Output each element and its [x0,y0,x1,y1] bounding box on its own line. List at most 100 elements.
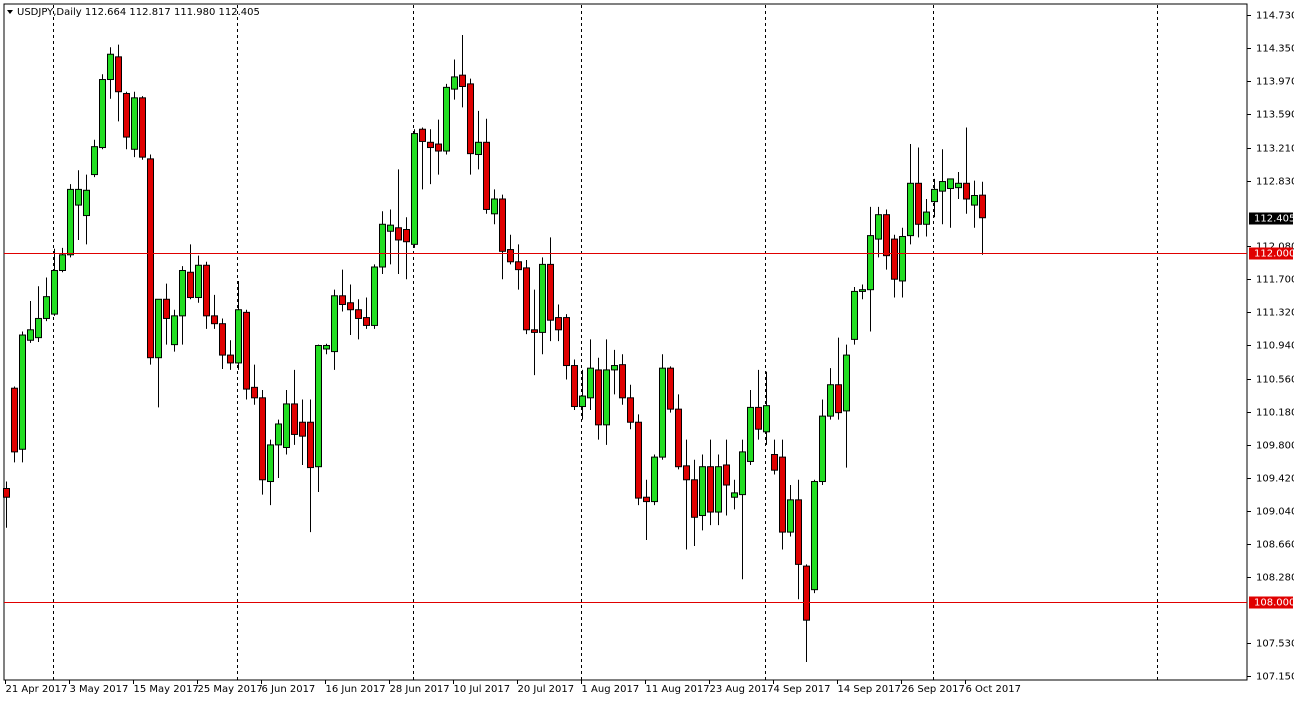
candle-body [211,315,218,325]
candle-body [147,158,154,359]
candle-body [867,235,874,291]
candle-body [859,289,866,292]
candle-body [299,421,306,437]
candle-body [11,387,18,453]
candle-body [203,264,210,317]
candle-body [875,214,882,240]
candle-body [507,249,514,263]
candle-body [323,344,330,350]
candle-body [83,189,90,217]
candle-body [443,86,450,152]
candle-body [515,261,522,271]
candle-body [291,403,298,435]
candle-body [763,405,770,433]
candle-body [587,367,594,399]
candle-body [419,128,426,142]
candle-body [771,453,778,471]
candle-body [363,317,370,326]
candle-body [115,56,122,93]
candle-body [923,211,930,225]
x-tick-label: 4 Sep 2017 [774,684,831,695]
y-tick-label: 109.420 [1256,474,1294,485]
candle-body [659,367,666,458]
candle-body [523,267,530,331]
chart-title: USDJPY,Daily 112.664 112.817 111.980 112… [17,7,260,18]
candle-body [219,323,226,356]
candle-body [963,182,970,200]
candle-body [163,298,170,319]
x-tick-label: 15 May 2017 [134,684,199,695]
candle-body [331,295,338,353]
candle-body [347,302,354,311]
candle-body [691,479,698,518]
candle-body [787,499,794,533]
candle-body [843,354,850,412]
y-tick-label: 107.150 [1256,672,1294,683]
candle-body [675,408,682,468]
x-tick-label: 21 Apr 2017 [6,684,68,695]
candle-body [491,198,498,215]
candle-body [107,53,114,81]
y-tick-label: 110.180 [1256,408,1294,419]
candle-body [547,263,554,321]
y-tick-label: 111.320 [1256,308,1294,319]
candle-body [155,298,162,359]
candle-body [571,365,578,408]
candle-body [603,369,610,426]
y-tick-label: 109.800 [1256,441,1294,452]
x-tick-label: 26 Sep 2017 [902,684,965,695]
candle-body [43,296,50,319]
candle-body [627,397,634,423]
candle-body [555,317,562,331]
y-tick-label: 112.830 [1256,177,1294,188]
candle-body [499,198,506,252]
y-tick-label: 113.970 [1256,77,1294,88]
candle-body [123,92,130,138]
candle-body [475,141,482,156]
candle-body [267,444,274,483]
candle-body [451,76,458,90]
candle-body [747,406,754,462]
candle-body [187,271,194,299]
candle-body [283,403,290,449]
candle-body [395,227,402,241]
candle-body [275,423,282,446]
x-tick-label: 25 May 2017 [198,684,263,695]
x-tick-label: 16 Jun 2017 [326,684,386,695]
candle-body [131,97,138,150]
price-label-box [1249,247,1293,260]
candle-body [891,238,898,280]
menu-arrow[interactable] [7,10,13,14]
candle-body [435,143,442,152]
y-tick-label: 113.210 [1256,144,1294,155]
price-label: 112.000 [1254,249,1294,260]
candle-body [731,492,738,498]
candle-body [979,194,986,219]
candle-body [899,235,906,282]
candle-body [683,465,690,481]
candle-body [955,182,962,189]
candle-body [35,317,42,339]
candle-body [411,133,418,245]
candle-body [971,194,978,206]
candle-body [939,181,946,192]
candle-body [51,269,58,315]
x-tick-label: 14 Sep 2017 [838,684,901,695]
candle-body [779,456,786,533]
y-tick-label: 108.280 [1256,573,1294,584]
candle-body [907,182,914,237]
candle-body [3,488,10,498]
candle-body [739,451,746,496]
candle-body [27,329,34,341]
candle-body [99,79,106,149]
candle-body [835,384,842,414]
candle-body [707,466,714,513]
candle-body [371,266,378,326]
candle-body [339,295,346,306]
candle-body [947,178,954,190]
price-label: 108.000 [1254,598,1294,609]
candle-body [227,354,234,364]
x-tick-label: 6 Jun 2017 [262,684,316,695]
candle-body [563,317,570,367]
